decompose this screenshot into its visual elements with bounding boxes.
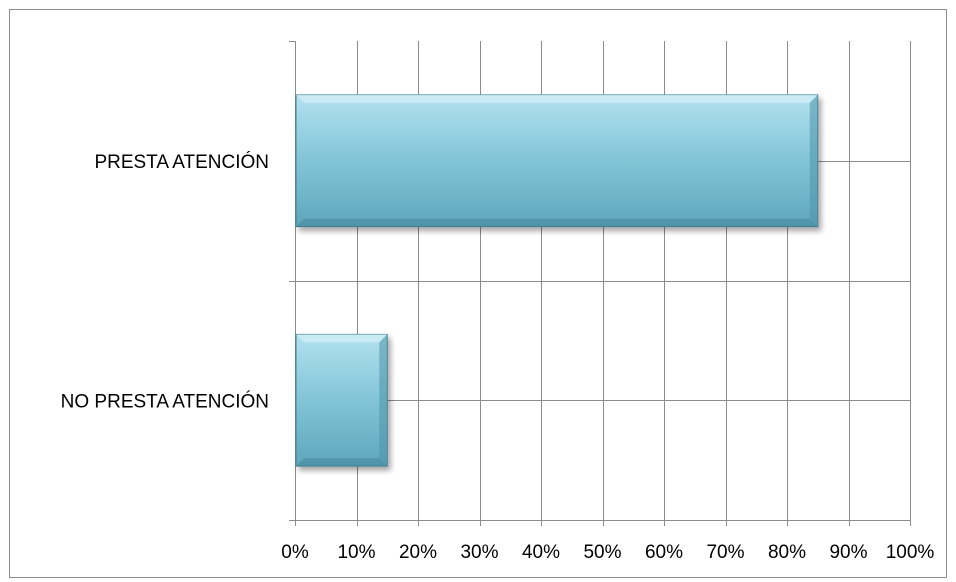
x-tick-label-3: 30% xyxy=(460,542,498,563)
bar-0 xyxy=(295,94,819,228)
category-label-1: NO PRESTA ATENCIÓN xyxy=(61,390,269,412)
x-tick-label-8: 80% xyxy=(768,542,806,563)
x-tick-label-5: 50% xyxy=(583,542,621,563)
bar-1 xyxy=(295,333,388,467)
x-tick-label-7: 70% xyxy=(706,542,744,563)
x-tick-label-6: 60% xyxy=(645,542,683,563)
x-tick-label-2: 20% xyxy=(399,542,437,563)
bar-bevel-top-0 xyxy=(296,94,818,103)
x-tick-label-10: 100% xyxy=(886,542,935,563)
x-tick-label-4: 40% xyxy=(522,542,560,563)
bar-bevel-top-1 xyxy=(296,334,388,343)
bar-bevel-bottom-0 xyxy=(296,218,818,227)
bar-bevel-right-1 xyxy=(379,334,388,467)
bar-bevel-bottom-1 xyxy=(296,458,388,467)
category-label-0: PRESTA ATENCIÓN xyxy=(94,151,269,173)
x-tick-label-0: 0% xyxy=(281,542,309,563)
x-tick-label-9: 90% xyxy=(829,542,867,563)
labels: PRESTA ATENCIÓN NO PRESTA ATENCIÓN 0% 10% 20… xyxy=(61,151,935,563)
x-tick-label-1: 10% xyxy=(337,542,375,563)
bar-bevel-right-0 xyxy=(809,94,818,227)
bars xyxy=(295,94,819,467)
